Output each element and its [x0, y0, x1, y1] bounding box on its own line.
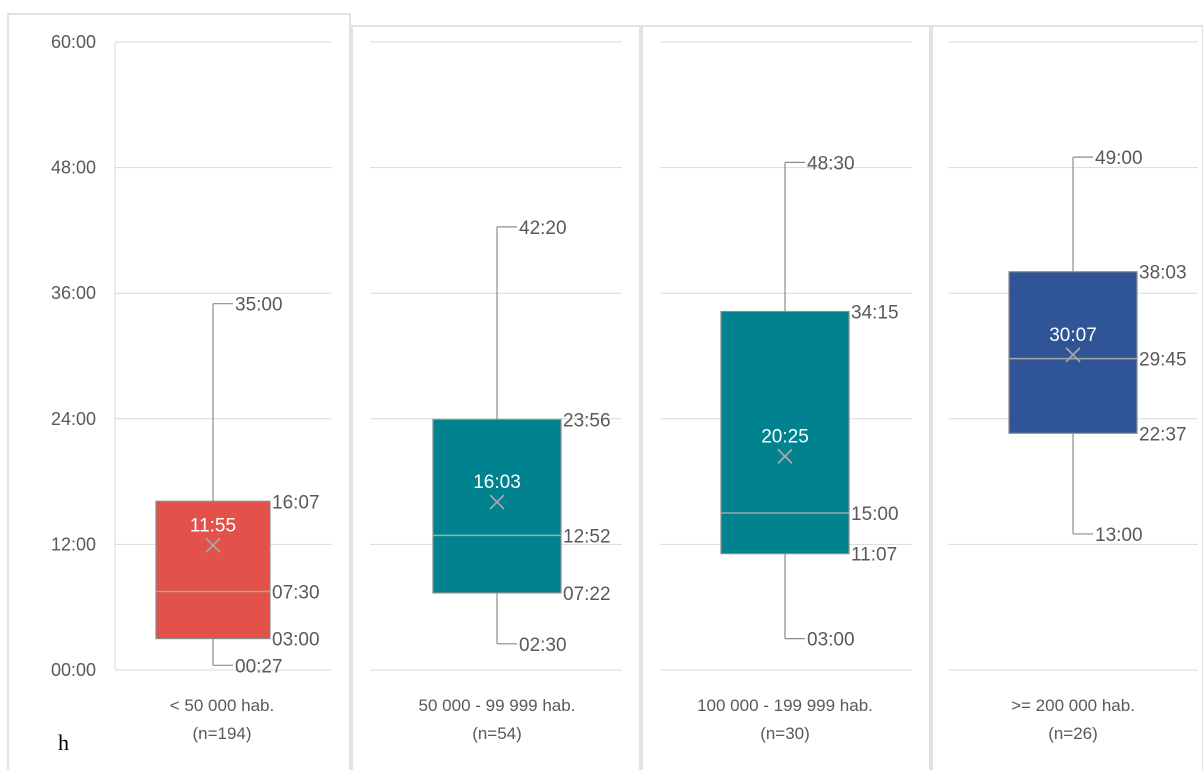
box-group-2: 16:03 42:20 02:30 23:56 12:52 07:22	[432, 218, 611, 656]
category-label: < 50 000 hab.	[170, 696, 274, 715]
box-iqr	[1008, 271, 1138, 434]
n-label: (n=54)	[472, 724, 522, 743]
boxes: 11:55 35:00 00:27 16:07 07:30 03:00 16:03 42:20…	[155, 148, 1187, 677]
mean-marker-b	[489, 494, 505, 510]
y-tick-label: 60:00	[51, 32, 96, 52]
max-label: 49:00	[1095, 148, 1143, 169]
mean-marker-b	[1065, 347, 1081, 363]
y-tick-label: 36:00	[51, 283, 96, 303]
category-labels: < 50 000 hab. (n=194) 50 000 - 99 999 hab.…	[170, 696, 1135, 743]
q3-label: 38:03	[1139, 263, 1187, 284]
min-label: 03:00	[807, 630, 855, 651]
box-group-4: 30:07 49:00 13:00 38:03 29:45 22:37	[1008, 148, 1187, 546]
gridlines	[115, 41, 1198, 671]
n-label: (n=30)	[760, 724, 810, 743]
box-iqr	[432, 418, 562, 594]
min-label: 02:30	[519, 635, 567, 656]
median-label: 07:30	[272, 583, 320, 604]
median-label: 15:00	[851, 504, 899, 525]
box-iqr	[155, 500, 271, 640]
panel-frame-3	[641, 25, 931, 770]
panel-frame-1	[7, 13, 351, 770]
y-tick-label: 00:00	[51, 660, 96, 680]
panel-frame-2	[351, 25, 641, 770]
box-group-3: 20:25 48:30 03:00 34:15 15:00 11:07	[720, 153, 899, 651]
median-label: 29:45	[1139, 350, 1187, 371]
y-tick-label: 48:00	[51, 158, 96, 178]
q1-label: 07:22	[563, 584, 611, 605]
q1-label: 03:00	[272, 630, 320, 651]
panel-frame-4	[931, 25, 1203, 770]
mean-label: 30:07	[1049, 325, 1097, 346]
y-tick-label: 24:00	[51, 409, 96, 429]
q3-label: 34:15	[851, 303, 899, 324]
q3-label: 23:56	[563, 410, 611, 431]
mean-marker-b	[777, 448, 793, 464]
y-tick-label: 12:00	[51, 534, 96, 554]
mean-marker-b	[205, 537, 221, 553]
max-label: 48:30	[807, 153, 855, 174]
q3-label: 16:07	[272, 492, 320, 513]
q1-label: 11:07	[851, 545, 897, 566]
corner-label: h	[58, 730, 69, 755]
box-group-1: 11:55 35:00 00:27 16:07 07:30 03:00	[155, 295, 320, 677]
max-label: 42:20	[519, 218, 567, 239]
min-label: 13:00	[1095, 525, 1143, 546]
category-label: >= 200 000 hab.	[1011, 696, 1135, 715]
n-label: (n=194)	[192, 724, 251, 743]
median-label: 12:52	[563, 526, 611, 547]
category-label: 50 000 - 99 999 hab.	[419, 696, 576, 715]
y-axis: 00:00 12:00 24:00 36:00 48:00 60:00	[51, 32, 116, 680]
mean-label: 16:03	[473, 472, 521, 493]
mean-label: 11:55	[190, 515, 236, 536]
category-label: 100 000 - 199 999 hab.	[697, 696, 873, 715]
min-label: 00:27	[235, 656, 283, 677]
max-label: 35:00	[235, 295, 283, 316]
n-label: (n=26)	[1048, 724, 1098, 743]
panel-frames	[7, 13, 1203, 770]
q1-label: 22:37	[1139, 424, 1187, 445]
mean-label: 20:25	[761, 426, 809, 447]
